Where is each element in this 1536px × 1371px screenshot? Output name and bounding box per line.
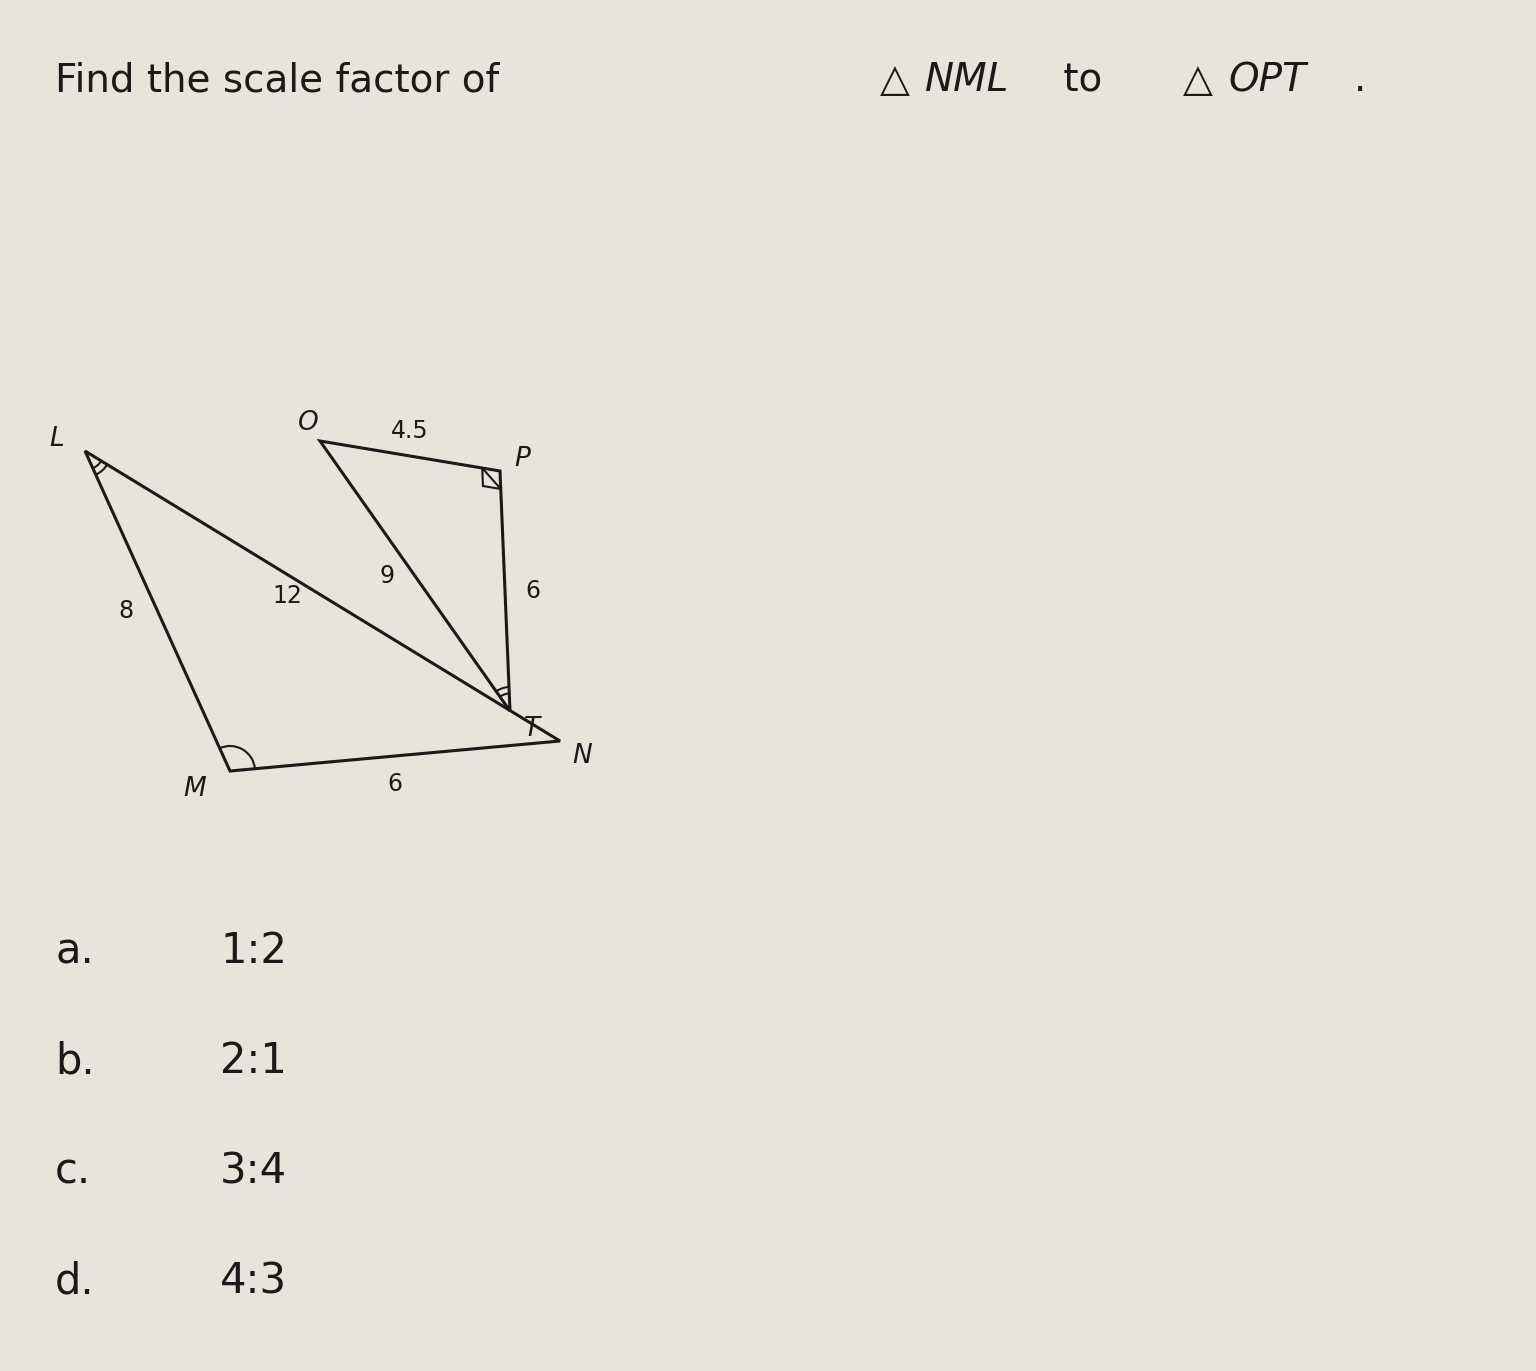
Text: 4.5: 4.5 (392, 420, 429, 443)
Text: d.: d. (55, 1260, 95, 1302)
Text: .: . (1355, 60, 1367, 99)
Text: Find the scale factor of: Find the scale factor of (55, 60, 511, 99)
Text: 2:1: 2:1 (220, 1041, 287, 1082)
Text: T: T (524, 716, 541, 742)
Text: 1:2: 1:2 (220, 930, 287, 972)
Text: 4:3: 4:3 (220, 1260, 287, 1302)
Text: O: O (298, 410, 318, 436)
Text: to: to (1051, 60, 1115, 99)
Text: a.: a. (55, 930, 94, 972)
Text: M: M (184, 776, 206, 802)
Text: 12: 12 (272, 584, 303, 607)
Text: △: △ (1183, 60, 1213, 99)
Text: b.: b. (55, 1041, 95, 1082)
Text: 6: 6 (387, 772, 402, 797)
Text: 3:4: 3:4 (220, 1150, 287, 1191)
Text: c.: c. (55, 1150, 91, 1191)
Text: NML: NML (925, 60, 1009, 99)
Text: △: △ (880, 60, 909, 99)
Text: 6: 6 (525, 579, 541, 603)
Text: 8: 8 (118, 599, 134, 622)
Text: L: L (49, 426, 65, 452)
Text: P: P (515, 446, 530, 472)
Text: OPT: OPT (1227, 60, 1306, 99)
Text: N: N (571, 743, 591, 769)
Text: 9: 9 (379, 563, 395, 588)
